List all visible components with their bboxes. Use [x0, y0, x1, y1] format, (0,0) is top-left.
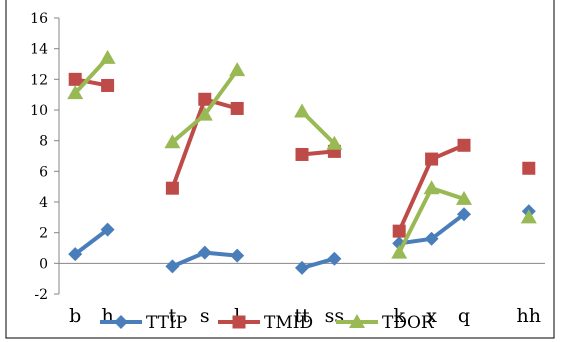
legend-label: TMID [264, 313, 313, 333]
data-point [423, 180, 440, 195]
data-point [165, 259, 180, 274]
y-tick-label: 2 [39, 226, 48, 242]
data-point [522, 161, 536, 175]
data-point [68, 72, 82, 86]
x-category-label: t [169, 305, 177, 327]
y-tick-label: 14 [30, 42, 48, 58]
data-point [164, 134, 181, 149]
data-point [456, 190, 472, 205]
x-axis-labels: bhtslttsskxqhh [69, 305, 541, 327]
series-ttip [68, 204, 536, 275]
x-category-label: q [458, 305, 470, 327]
y-tick-label: 4 [39, 195, 48, 211]
data-point [520, 209, 537, 224]
data-point [197, 245, 212, 260]
data-point [101, 78, 115, 92]
y-tick-label: 0 [39, 256, 48, 272]
data-point [391, 244, 408, 259]
legend-label: TTIP [146, 313, 187, 333]
y-tick-label: 12 [30, 72, 48, 88]
y-tick-label: 8 [39, 134, 48, 150]
legend-item-tmid: TMID [218, 313, 313, 333]
x-category-label: x [426, 305, 437, 327]
legend-item-tdor: TDOR [336, 313, 435, 333]
x-category-label: k [393, 305, 405, 327]
x-category-label: s [200, 305, 210, 327]
series-line-segment [73, 228, 109, 256]
data-point [326, 135, 343, 150]
data-point [100, 222, 115, 237]
data-point [294, 103, 310, 118]
data-point [457, 138, 471, 152]
data-point [424, 231, 439, 246]
data-point [457, 207, 471, 222]
y-tick-label: -2 [34, 287, 48, 303]
series-layer [67, 49, 537, 275]
legend-label: TDOR [382, 313, 435, 333]
x-category-label: b [69, 305, 81, 327]
data-point [198, 92, 212, 106]
data-point [67, 85, 84, 100]
legend-swatch-marker [349, 314, 365, 328]
data-point [425, 152, 439, 166]
data-point [392, 224, 406, 238]
x-category-label: tt [294, 305, 310, 327]
data-point [230, 248, 245, 263]
data-point [68, 247, 83, 262]
legend-item-ttip: TTIP [100, 313, 187, 333]
legend-swatch-marker [232, 315, 246, 329]
x-category-label: hh [517, 305, 541, 327]
series-tdor [67, 49, 537, 259]
legend: TTIP TMID TDOR [100, 313, 435, 333]
data-point [229, 62, 246, 77]
y-tick-label: 16 [30, 11, 48, 27]
data-point [295, 147, 309, 161]
chart-border [5, 0, 555, 339]
data-point [165, 181, 179, 195]
data-point [327, 251, 342, 266]
data-point [230, 101, 244, 115]
legend-swatch-marker [114, 315, 128, 329]
y-tick-label: 6 [39, 164, 48, 180]
data-point [196, 106, 213, 121]
y-tick-label: 10 [30, 103, 48, 119]
data-point [295, 260, 309, 275]
data-point [99, 49, 116, 64]
y-axis-ticks: -2 0 2 4 6 8 10 12 14 16 [30, 11, 59, 303]
